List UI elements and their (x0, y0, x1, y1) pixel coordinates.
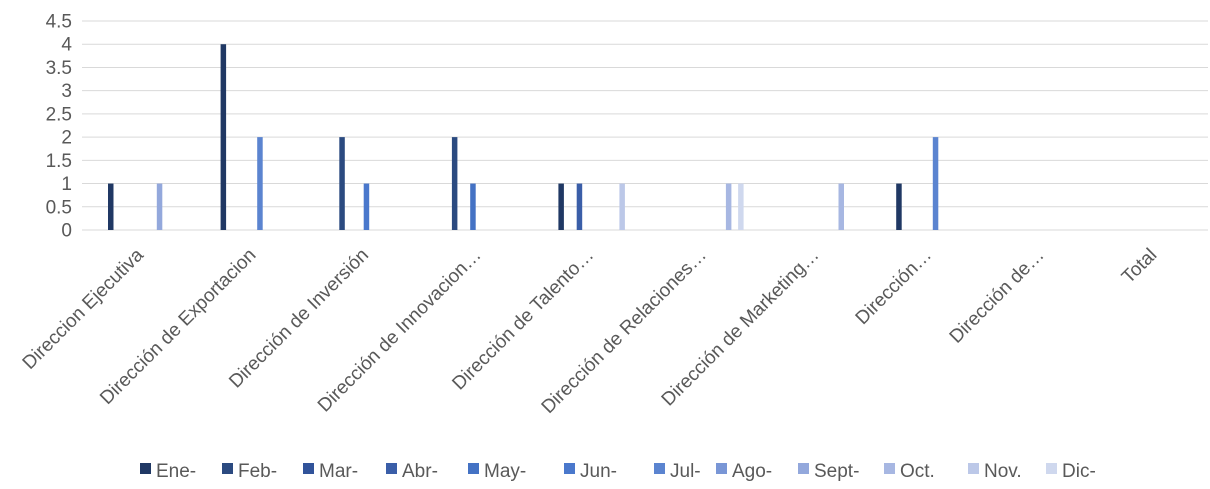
legend-swatch (716, 463, 727, 474)
bar-ene-0 (108, 183, 114, 230)
chart-legend: Ene- Feb- Mar- Abr- May- Jun- Jul- Ago- Sept- Oct… (140, 461, 1096, 482)
legend-label: Feb- (238, 461, 277, 482)
bar-may-3 (470, 183, 476, 230)
bar-feb-2 (339, 137, 345, 230)
legend-label: May- (484, 461, 526, 482)
legend-label: Nov. (984, 461, 1022, 482)
legend-swatch (654, 463, 665, 474)
bar-ene-1 (220, 44, 227, 230)
legend-label: Mar- (319, 461, 358, 482)
legend-swatch (968, 463, 979, 474)
y-axis-tick-labels: 0 0.511.52 2.533.544.5 (46, 12, 73, 242)
y-tick-label: 1.5 (46, 151, 72, 172)
y-tick-label: 3 (61, 81, 72, 102)
bar-dic-5 (738, 183, 744, 230)
y-tick-label: 4.5 (46, 12, 72, 33)
y-tick-label: 2 (61, 128, 72, 149)
bar-jun-2 (363, 183, 370, 230)
x-category-label: Total (1118, 245, 1161, 288)
y-tick-label: 0.5 (46, 197, 72, 218)
chart-bars (108, 44, 939, 230)
legend-swatch (468, 463, 479, 474)
x-category-label: Dirección… (852, 245, 936, 329)
legend-swatch (386, 463, 397, 474)
legend-swatch (140, 463, 151, 474)
legend-swatch (222, 463, 233, 474)
y-tick-label: 4 (61, 35, 72, 56)
bar-oct-5 (725, 183, 732, 230)
legend-label: Jun- (580, 461, 617, 482)
y-tick-label: 3.5 (46, 58, 72, 79)
legend-label: Jul- (670, 461, 701, 482)
legend-label: Sept- (814, 461, 859, 482)
legend-swatch (1046, 463, 1057, 474)
chart-gridlines (82, 20, 1208, 231)
bar-ene-7 (896, 183, 902, 230)
legend-swatch (798, 463, 809, 474)
y-tick-label: 1 (61, 174, 72, 195)
x-category-label: Direccion Ejecutiva (19, 244, 148, 373)
y-tick-label: 2.5 (46, 104, 72, 125)
bar-feb-3 (451, 137, 458, 230)
y-tick-label: 0 (61, 221, 72, 242)
bar-ene-4 (558, 183, 564, 230)
legend-swatch (564, 463, 575, 474)
bar-abr-4 (576, 183, 583, 230)
bar-nov-4 (619, 183, 625, 230)
bar-jul-1 (257, 137, 263, 230)
legend-label: Abr- (402, 461, 438, 482)
legend-swatch (303, 463, 314, 474)
legend-swatch (884, 463, 895, 474)
bar-sept-0 (156, 183, 163, 230)
legend-label: Ago- (732, 461, 772, 482)
bar-oct-6 (838, 183, 844, 230)
x-category-label: Dirección de… (946, 245, 1049, 348)
bar-jul-7 (932, 137, 939, 230)
legend-label: Oct. (900, 461, 935, 482)
legend-label: Ene- (156, 461, 196, 482)
legend-label: Dic- (1062, 461, 1096, 482)
